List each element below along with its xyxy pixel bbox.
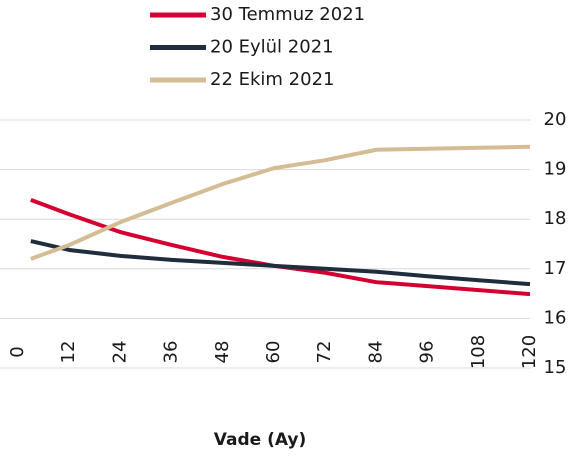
x-tick-label: 96: [417, 341, 438, 364]
x-tick-label: 72: [314, 341, 335, 364]
legend-label: 30 Temmuz 2021: [210, 4, 365, 25]
series-line: [30, 239, 531, 287]
x-tick-label: 12: [58, 341, 79, 364]
x-tick-label: 108: [468, 335, 489, 369]
series-line: [30, 144, 531, 261]
y-tick-label: 18: [544, 208, 567, 229]
x-tick-label: 0: [7, 346, 28, 357]
y-tick-label: 20: [544, 109, 567, 130]
x-tick-label: 60: [263, 341, 284, 364]
x-axis-label: Vade (Ay): [214, 430, 307, 450]
x-tick-label: 24: [109, 341, 130, 364]
x-tick-label: 84: [365, 341, 386, 364]
legend-label: 22 Ekim 2021: [210, 69, 335, 90]
x-tick-label: 36: [161, 341, 182, 364]
y-tick-label: 15: [544, 357, 567, 378]
legend-label: 20 Eylül 2021: [210, 37, 334, 58]
y-tick-label: 19: [544, 159, 567, 180]
y-tick-label: 17: [544, 258, 567, 279]
x-tick-label: 120: [519, 335, 540, 369]
x-tick-label: 48: [212, 341, 233, 364]
y-tick-label: 16: [544, 307, 567, 328]
